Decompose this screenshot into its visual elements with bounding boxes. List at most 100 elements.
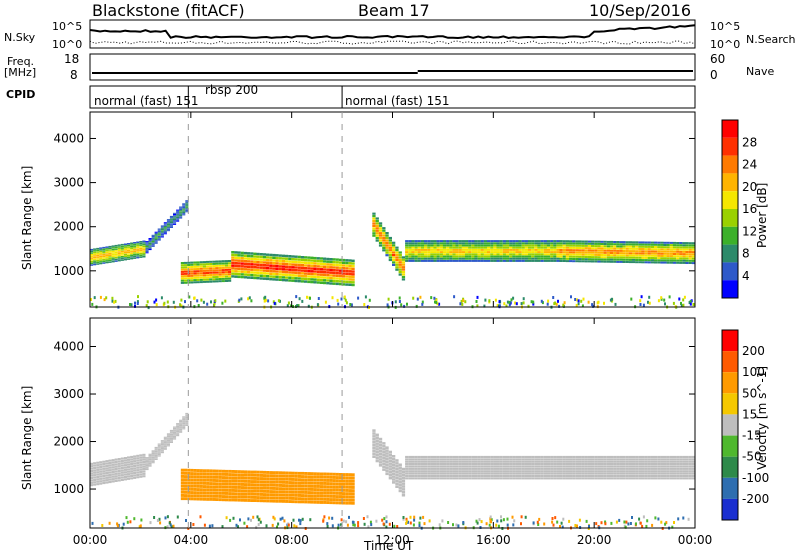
heatmap-cell xyxy=(378,455,383,458)
heatmap-cell xyxy=(521,257,525,260)
heatmap-cell xyxy=(480,463,484,466)
heatmap-cell xyxy=(173,218,177,220)
y-tick-label: 3000 xyxy=(53,176,84,190)
heatmap-cell xyxy=(345,259,349,262)
heatmap-cell xyxy=(495,523,498,527)
heatmap-cell xyxy=(616,256,620,259)
heatmap-cell xyxy=(477,253,481,256)
heatmap-cell xyxy=(641,467,645,470)
heatmap-cell xyxy=(281,270,285,274)
heatmap-cell xyxy=(349,303,352,306)
heatmap-cell xyxy=(157,235,161,237)
heatmap-cell xyxy=(641,248,645,250)
heatmap-cell xyxy=(218,269,222,272)
heatmap-cell xyxy=(427,257,431,260)
heatmap-cell xyxy=(225,492,229,495)
heatmap-cell xyxy=(587,256,592,258)
heatmap-cell xyxy=(679,465,683,468)
heatmap-cell xyxy=(543,248,547,251)
heatmap-cell xyxy=(442,244,447,247)
heatmap-cell xyxy=(169,226,173,228)
heatmap-cell xyxy=(102,465,106,468)
heatmap-cell xyxy=(546,246,551,249)
heatmap-cell xyxy=(622,467,626,470)
heatmap-cell xyxy=(584,470,588,473)
heatmap-cell xyxy=(179,206,183,208)
heatmap-cell xyxy=(613,254,617,257)
heatmap-cell xyxy=(644,455,648,458)
heatmap-cell xyxy=(287,301,290,305)
heatmap-cell xyxy=(682,463,686,466)
heatmap-cell xyxy=(468,465,472,468)
heatmap-cell xyxy=(202,494,207,498)
heatmap-cell xyxy=(117,479,121,482)
heatmap-cell xyxy=(185,207,189,209)
heatmap-cell xyxy=(372,232,376,235)
heatmap-cell xyxy=(666,455,670,458)
heatmap-cell xyxy=(461,472,465,475)
heatmap-cell xyxy=(417,467,421,470)
heatmap-cell xyxy=(185,423,189,425)
heatmap-cell xyxy=(180,468,184,472)
heatmap-cell xyxy=(173,435,177,437)
heatmap-cell xyxy=(324,300,327,304)
heatmap-cell xyxy=(616,458,620,461)
heatmap-cell xyxy=(142,456,146,459)
heatmap-cell xyxy=(465,242,469,245)
heatmap-cell xyxy=(506,523,509,527)
heatmap-cell xyxy=(524,470,528,473)
heatmap-cell xyxy=(691,463,695,466)
heatmap-cell xyxy=(145,252,149,254)
heatmap-cell xyxy=(502,460,506,463)
heatmap-cell xyxy=(465,248,469,251)
heatmap-cell xyxy=(148,247,152,249)
heatmap-cell xyxy=(420,467,425,470)
heatmap-cell xyxy=(528,455,532,458)
heatmap-cell xyxy=(169,436,173,438)
heatmap-cell xyxy=(225,482,229,486)
heatmap-cell xyxy=(231,256,235,259)
heatmap-cell xyxy=(247,480,251,483)
heatmap-cell xyxy=(348,278,352,281)
heatmap-cell xyxy=(411,253,415,256)
heatmap-cell xyxy=(136,250,140,252)
heatmap-cell xyxy=(382,442,386,445)
heatmap-cell xyxy=(515,253,519,256)
heatmap-cell xyxy=(212,280,216,283)
heatmap-cell xyxy=(127,465,131,468)
heatmap-cell xyxy=(193,494,197,498)
heatmap-cell xyxy=(256,271,260,275)
heatmap-cell xyxy=(117,249,121,252)
heatmap-cell xyxy=(606,249,610,252)
heatmap-cell xyxy=(199,261,203,264)
heatmap-cell xyxy=(446,467,450,470)
heatmap-cell xyxy=(332,495,336,498)
heatmap-cell xyxy=(405,246,409,249)
heatmap-cell xyxy=(650,252,655,255)
heatmap-cell xyxy=(275,264,279,268)
heatmap-cell xyxy=(647,474,651,477)
heatmap-cell xyxy=(619,258,623,261)
heatmap-cell xyxy=(117,458,121,461)
heatmap-cell xyxy=(169,220,173,222)
heatmap-cell xyxy=(638,465,642,468)
heatmap-cell xyxy=(247,486,251,490)
heatmap-cell xyxy=(680,301,682,305)
heatmap-cell xyxy=(350,303,353,307)
heatmap-cell xyxy=(538,517,541,521)
heatmap-cell xyxy=(594,477,598,480)
heatmap-cell xyxy=(654,241,658,244)
heatmap-cell xyxy=(644,467,648,470)
heatmap-cell xyxy=(433,465,437,468)
heatmap-cell xyxy=(182,416,186,418)
heatmap-cell xyxy=(382,229,386,232)
heatmap-cell xyxy=(202,478,207,482)
heatmap-cell xyxy=(547,299,550,303)
heatmap-cell xyxy=(603,472,607,475)
heatmap-cell xyxy=(127,468,131,471)
heatmap-cell xyxy=(477,255,481,258)
heatmap-cell xyxy=(422,515,425,519)
heatmap-cell xyxy=(259,477,263,480)
heatmap-cell xyxy=(430,465,434,468)
heatmap-cell xyxy=(297,266,301,269)
